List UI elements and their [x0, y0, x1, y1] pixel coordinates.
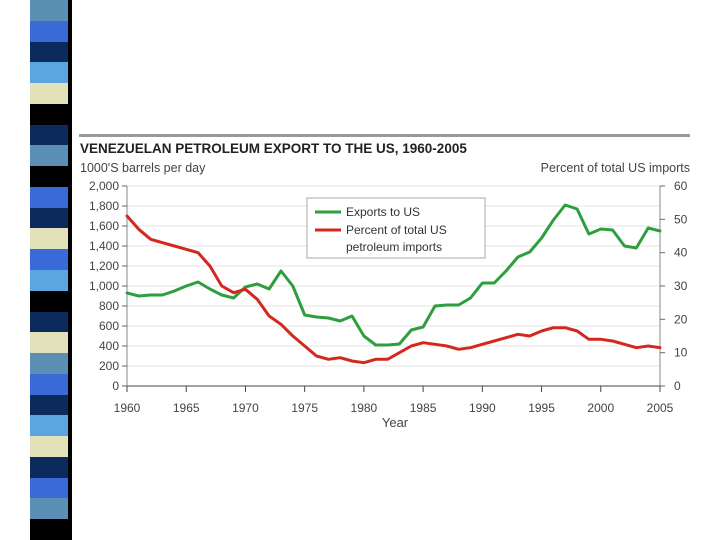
x-tick-label: 1970 [232, 401, 259, 415]
stripe-segment [30, 373, 68, 396]
right-tick-label: 60 [674, 179, 688, 193]
left-tick-label: 1,200 [89, 259, 119, 273]
stripe-segment [30, 456, 68, 479]
stripe-segment [30, 353, 68, 375]
stripe-segment [30, 62, 68, 84]
legend-label-percent: Percent of total US [346, 223, 447, 237]
x-tick-labels: 1960 1965 1970 1975 1980 1985 1990 1995 2000 2005 [114, 386, 674, 415]
x-tick-label: 1965 [173, 401, 200, 415]
stripe-segment [30, 207, 68, 229]
stripe-segment [30, 186, 68, 209]
legend-label-exports: Exports to US [346, 205, 420, 219]
right-tick-label: 10 [674, 346, 688, 360]
x-tick-label: 1995 [528, 401, 555, 415]
chart-title: VENEZUELAN PETROLEUM EXPORT TO THE US, 1… [80, 141, 467, 156]
right-axis-label: Percent of total US imports [541, 161, 690, 175]
legend-label-percent-line2: petroleum imports [346, 240, 442, 254]
x-tick-label: 1980 [351, 401, 378, 415]
gridlines [127, 185, 660, 367]
stripe-segment [30, 103, 68, 126]
left-tick-label: 800 [99, 299, 119, 313]
stripe-segment [30, 0, 68, 22]
series-line-exports [125, 203, 662, 347]
stripe-segment [30, 311, 68, 333]
stripe-segment [30, 436, 68, 458]
stripe-segment [30, 83, 68, 105]
left-axis-label: 1000'S barrels per day [80, 161, 206, 175]
stripe-segment [30, 228, 68, 250]
x-tick-label: 2005 [647, 401, 674, 415]
left-tick-label: 600 [99, 319, 119, 333]
series-line-percent [125, 214, 662, 365]
left-tick-label: 2,000 [89, 179, 119, 193]
stripe-segment [30, 519, 68, 540]
x-tick-label: 1990 [469, 401, 496, 415]
x-tick-label: 1960 [114, 401, 141, 415]
stripe-segment [30, 41, 68, 63]
stripe-segment [30, 415, 68, 437]
right-tick-labels: 60 50 40 30 20 10 0 [660, 179, 688, 393]
left-tick-label: 200 [99, 359, 119, 373]
x-tick-label: 1975 [291, 401, 318, 415]
stripe-segment [30, 290, 68, 313]
stripe-segment [30, 166, 68, 188]
left-tick-label: 0 [112, 379, 119, 393]
legend-box [306, 197, 486, 259]
right-tick-label: 50 [674, 212, 688, 226]
x-axis-title: Year [382, 415, 409, 430]
left-tick-label: 1,800 [89, 199, 119, 213]
right-tick-label: 40 [674, 246, 688, 260]
x-tick-label: 2000 [587, 401, 614, 415]
right-tick-label: 0 [674, 379, 681, 393]
stripe-segment [30, 249, 68, 271]
stripe-segment [30, 20, 68, 43]
right-tick-label: 20 [674, 312, 688, 326]
stripe-segment [30, 145, 68, 167]
right-tick-label: 30 [674, 279, 688, 293]
left-tick-label: 400 [99, 339, 119, 353]
series-layer [125, 203, 662, 365]
stripe-segment [30, 498, 68, 520]
left-tick-label: 1,000 [89, 279, 119, 293]
left-tick-labels: 2,000 1,800 1,600 1,400 1,200 1,000 800 600 400 2… [89, 179, 127, 393]
left-tick-label: 1,400 [89, 239, 119, 253]
stripe-segment [30, 124, 68, 146]
stripe-segment [30, 477, 68, 499]
stripe-segment [30, 394, 68, 416]
left-tick-label: 1,600 [89, 219, 119, 233]
title-rule [79, 134, 690, 137]
left-stripe-decoration [0, 0, 72, 540]
x-tick-label: 1985 [410, 401, 437, 415]
stripe-segment [30, 270, 68, 292]
stripe-segment [30, 332, 68, 354]
